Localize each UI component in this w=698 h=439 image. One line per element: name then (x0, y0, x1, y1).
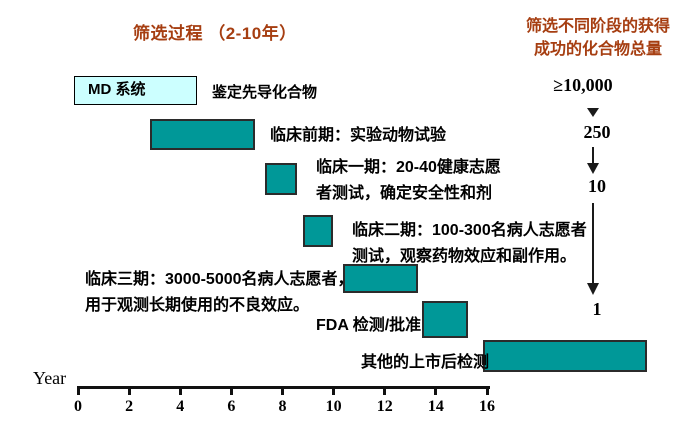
axis-tick-label: 2 (125, 398, 134, 415)
funnel-count-10000: ≥10,000 (553, 75, 613, 95)
stage-label-fda: FDA 检测/批准 (316, 317, 422, 334)
stage-bar-phase2 (303, 215, 333, 247)
stage-label-phase3-line2: 用于观测长期使用的不良效应。 (85, 297, 310, 314)
funnel-count-10: 10 (588, 176, 606, 196)
axis-tick (178, 386, 182, 395)
axis-tick (281, 386, 284, 395)
stage-bar-phase3 (343, 264, 418, 293)
axis-tick (332, 386, 336, 395)
axis-tick-label: 10 (325, 398, 342, 415)
axis-tick-label: 16 (479, 398, 495, 415)
stage-label-postmarket: 其他的上市后检测 (361, 354, 490, 371)
funnel-count-1: 1 (592, 299, 602, 319)
down-arrow-icon (587, 108, 599, 117)
down-arrow-icon (587, 203, 599, 295)
stage-bar-postmarket (483, 340, 647, 372)
stage-label-phase2-line2: 测试，观察药物效应和副作用。 (352, 248, 577, 265)
stage-bar-fda (422, 301, 468, 338)
year-axis: 0 2 4 6 8 10 12 14 16 (0, 386, 698, 436)
axis-tick (76, 386, 80, 395)
axis-tick-label: 0 (74, 398, 82, 415)
stage-label-phase3-line1: 临床三期：3000-5000名病人志愿者， (85, 271, 354, 288)
axis-tick (229, 386, 233, 395)
axis-tick (127, 386, 131, 395)
md-system-label: MD 系统 (88, 81, 146, 98)
stage-bar-preclinical (150, 119, 255, 150)
axis-tick (383, 386, 387, 395)
axis-tick-label: 4 (176, 398, 185, 415)
year-axis-line (78, 386, 490, 389)
stage-label-phase1-line1: 临床一期：20-40健康志愿 (316, 159, 501, 176)
md-system-box: MD 系统 (74, 76, 197, 105)
process-title: 筛选过程 （2-10年） (133, 24, 297, 43)
funnel-title-line1: 筛选不同阶段的获得 (525, 18, 670, 35)
axis-tick-label: 8 (278, 398, 287, 415)
stage-bar-phase1 (265, 163, 297, 195)
funnel-count-250: 250 (583, 122, 611, 142)
stage-label-preclinical: 临床前期：实验动物试验 (270, 127, 447, 144)
lead-compound-caption: 鉴定先导化合物 (212, 84, 318, 101)
year-axis-title: Year (33, 368, 67, 388)
stage-label-phase1-line2: 者测试，确定安全性和剂 (316, 185, 493, 202)
axis-tick-label: 12 (376, 398, 393, 415)
funnel-title-line2: 成功的化合物总量 (533, 41, 662, 58)
axis-tick (434, 386, 438, 395)
axis-tick-label: 6 (227, 398, 236, 415)
down-arrow-icon (587, 147, 599, 174)
funnel-title: 筛选不同阶段的获得 成功的化合物总量 (515, 15, 681, 61)
axis-tick (485, 386, 489, 395)
axis-tick-label: 14 (427, 398, 444, 415)
stage-label-phase2-line1: 临床二期：100-300名病人志愿者 (352, 222, 587, 239)
